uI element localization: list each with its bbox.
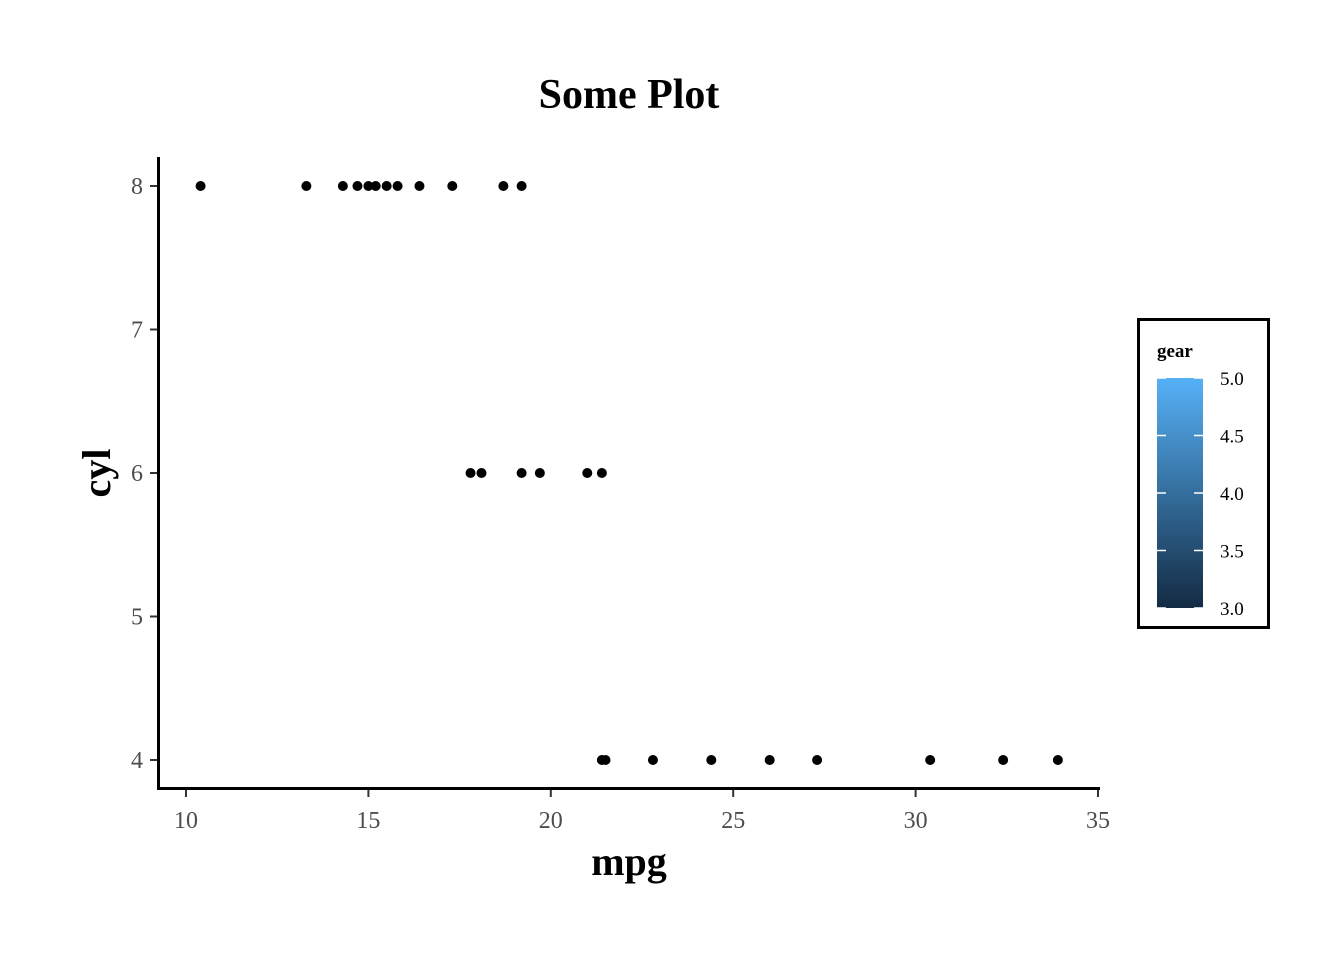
data-point [812, 755, 823, 765]
points-layer [195, 181, 1063, 765]
y-tick-label: 6 [131, 461, 143, 487]
data-point [600, 755, 611, 765]
data-point [1052, 755, 1063, 765]
y-axis: 4 5 6 7 8 [131, 174, 157, 774]
data-point [414, 181, 425, 191]
data-point [195, 181, 206, 191]
legend-tick-label: 5.0 [1220, 369, 1244, 390]
data-point [476, 468, 487, 478]
legend-title: gear [1157, 341, 1193, 362]
legend-tick-label: 3.0 [1220, 599, 1244, 620]
data-point [498, 181, 509, 191]
data-point [764, 755, 775, 765]
x-tick-label: 15 [356, 808, 380, 834]
legend: gear 3.0 3.5 4.0 4.5 5.0 [1137, 318, 1270, 629]
x-tick-label: 25 [721, 808, 745, 834]
data-point [465, 468, 476, 478]
data-point [596, 468, 607, 478]
x-tick-label: 20 [539, 808, 563, 834]
x-tick-label: 30 [904, 808, 928, 834]
x-tick-label: 10 [174, 808, 198, 834]
data-point [534, 468, 545, 478]
y-axis-title: cyl [74, 449, 119, 498]
y-tick-label: 7 [131, 318, 143, 344]
data-point [582, 468, 593, 478]
data-point [352, 181, 363, 191]
data-point [381, 181, 392, 191]
legend-tick-label: 3.5 [1220, 542, 1244, 563]
legend-tick-label: 4.0 [1220, 484, 1244, 505]
x-axis: 10 15 20 25 30 35 [174, 790, 1110, 834]
data-point [363, 181, 374, 191]
y-tick-label: 4 [131, 748, 143, 774]
data-point [516, 181, 527, 191]
data-point [998, 755, 1009, 765]
data-point [925, 755, 936, 765]
data-point [516, 468, 527, 478]
chart-title: Some Plot [539, 72, 720, 118]
data-point [392, 181, 403, 191]
legend-ticks: 3.0 3.5 4.0 4.5 5.0 [1157, 369, 1244, 620]
data-point [370, 181, 381, 191]
data-point [706, 755, 717, 765]
data-point [301, 181, 312, 191]
data-point [447, 181, 458, 191]
x-axis-title: mpg [591, 839, 667, 884]
data-point [647, 755, 658, 765]
data-point [337, 181, 348, 191]
legend-tick-label: 4.5 [1220, 427, 1244, 448]
x-tick-label: 35 [1086, 808, 1110, 834]
y-tick-label: 8 [131, 174, 143, 200]
y-tick-label: 5 [131, 605, 143, 631]
